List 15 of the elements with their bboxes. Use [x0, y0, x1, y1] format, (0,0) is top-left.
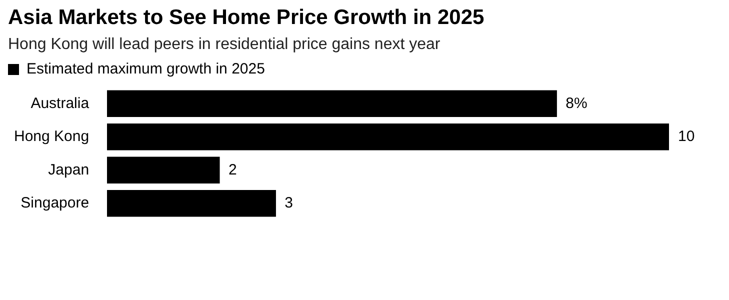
data-label: 2	[228, 161, 237, 178]
y-tick-label: Australia	[30, 94, 90, 112]
y-tick-label: Hong Kong	[14, 128, 90, 146]
bar	[107, 156, 220, 184]
chart-subtitle: Hong Kong will lead peers in residential price gains next year	[8, 36, 440, 54]
data-label: 10	[678, 128, 695, 146]
chart-title: Asia Markets to See Home Price Growth in 2025	[8, 6, 484, 30]
data-label: 8%	[566, 94, 588, 112]
bar	[107, 124, 669, 150]
data-label: 3	[284, 194, 293, 212]
bar	[107, 190, 276, 217]
y-tick-label: Singapore	[20, 194, 90, 212]
bar	[107, 90, 557, 117]
y-tick-label: Japan	[48, 161, 90, 178]
legend-label: Estimated maximum growth in 2025	[26, 60, 265, 78]
